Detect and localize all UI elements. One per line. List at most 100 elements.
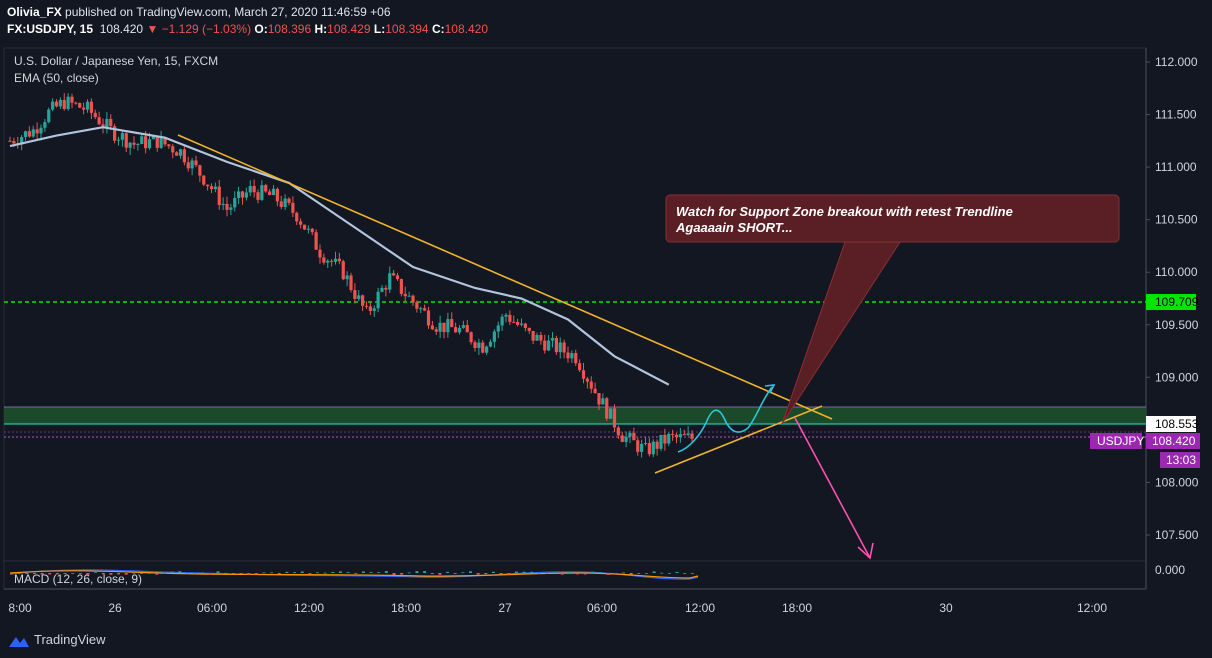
candle-body — [101, 124, 105, 128]
open-label: O: — [254, 22, 268, 36]
candle-body — [244, 192, 248, 198]
macd-bar — [461, 572, 465, 574]
macd-bar — [690, 573, 694, 574]
macd-bar — [377, 572, 381, 573]
price-chart[interactable]: 112.000 111.500 111.000 110.500 110.000 109.5… — [0, 40, 1212, 626]
footer: TradingView — [0, 626, 1212, 658]
short-arrow[interactable] — [794, 417, 871, 559]
candle-body — [252, 186, 256, 193]
macd-bar — [270, 572, 274, 574]
candle-body — [403, 293, 407, 297]
macd-bar — [262, 572, 266, 574]
candle-body — [113, 126, 117, 141]
down-trendline[interactable] — [177, 134, 833, 420]
macd-bar — [308, 573, 312, 574]
candle-body — [43, 122, 47, 128]
candle-body — [97, 117, 101, 125]
candle-body — [78, 103, 82, 108]
macd-bar — [185, 573, 189, 574]
macd-bar — [216, 571, 220, 573]
macd-bar — [109, 573, 113, 575]
candle-body — [407, 295, 411, 297]
macd-bar — [293, 572, 297, 573]
candle-body — [426, 310, 431, 326]
symbol-tag-text: USDJPY — [1097, 434, 1144, 448]
annotation-line-1: Watch for Support Zone breakout with ret… — [676, 204, 1013, 219]
macd-bar — [78, 573, 82, 574]
macd-legend[interactable]: MACD (12, 26, close, 9) — [14, 572, 142, 586]
macd-bar — [86, 573, 90, 575]
macd-bar — [514, 571, 518, 573]
macd-bar — [170, 571, 174, 573]
macd-bar — [430, 573, 434, 574]
tradingview-logo[interactable]: TradingView — [8, 632, 106, 648]
candle-body — [27, 131, 31, 137]
candle-body — [175, 152, 179, 156]
macd-bar — [94, 572, 98, 574]
macd-bar — [553, 572, 557, 574]
candle-body — [659, 434, 663, 449]
candle-body — [93, 112, 97, 118]
candle-body — [605, 398, 609, 419]
x-tick-label: 12:00 — [685, 601, 715, 615]
x-tick-label: 18:00 — [782, 601, 812, 615]
y-tick-label: 107.500 — [1155, 528, 1199, 542]
symbol-price-tag[interactable]: USDJPY 108.420 13:03 — [1090, 433, 1200, 468]
zone-price-text: 108.553 — [1155, 417, 1199, 431]
macd-bar — [147, 572, 151, 574]
ema-line[interactable] — [9, 126, 670, 386]
high-label: H: — [314, 22, 328, 36]
up-trendline[interactable] — [654, 405, 823, 474]
candle-body — [190, 160, 194, 169]
resistance-price-label[interactable]: 109.709 — [1146, 294, 1199, 310]
macd-bar — [285, 571, 289, 573]
candle-body — [105, 118, 109, 128]
main-pane[interactable] — [3, 47, 1147, 562]
macd-bar — [117, 573, 121, 575]
author-name[interactable]: Olivia_FX — [7, 5, 62, 19]
candle-body — [392, 273, 396, 276]
candle-body — [54, 101, 59, 107]
candle-body — [469, 332, 473, 343]
macd-bar — [400, 573, 404, 575]
support-zone[interactable] — [4, 407, 1146, 424]
candle-body — [240, 191, 245, 198]
projection-path[interactable] — [677, 386, 773, 453]
candle-body — [388, 273, 392, 290]
candle-body — [333, 258, 338, 262]
candle-body — [302, 224, 307, 230]
candle-body — [419, 308, 423, 310]
zone-price-label[interactable]: 108.553 — [1146, 416, 1199, 432]
macd-pane[interactable] — [3, 560, 1147, 590]
candle-body — [527, 327, 531, 331]
macd-bar — [484, 573, 488, 575]
macd-signal — [9, 570, 699, 579]
macd-bar — [644, 573, 648, 574]
candle-body — [62, 99, 66, 110]
instrument-legend[interactable]: U.S. Dollar / Japanese Yen, 15, FXCM — [14, 54, 218, 68]
tradingview-logo-icon — [9, 636, 29, 647]
macd-bar — [423, 571, 427, 573]
candle-body — [399, 279, 403, 294]
candle-body — [136, 143, 140, 145]
annotation-callout[interactable] — [665, 194, 1120, 243]
macd-bar — [476, 573, 480, 575]
macd-bar — [599, 572, 603, 574]
macd-bar — [354, 573, 358, 574]
candle-body — [512, 321, 516, 323]
candle-body — [671, 433, 675, 435]
candles — [8, 93, 694, 458]
macd-bar — [446, 571, 450, 573]
macd-bar — [224, 572, 228, 574]
close-label: C: — [431, 22, 445, 36]
price-axis[interactable]: 112.000 111.500 111.000 110.500 110.000 109.5… — [1146, 55, 1199, 542]
candle-body — [260, 185, 264, 200]
candle-body — [651, 441, 655, 455]
macd-bar — [331, 571, 335, 573]
macd-bar — [629, 573, 633, 575]
macd-bar — [622, 572, 625, 574]
ema-legend[interactable]: EMA (50, close) — [14, 71, 99, 85]
time-axis[interactable]: 8:00 26 06:00 12:00 18:00 27 06:00 12:00 18:00 30… — [8, 601, 1107, 615]
macd-bar — [407, 572, 411, 574]
candle-body — [492, 331, 496, 342]
